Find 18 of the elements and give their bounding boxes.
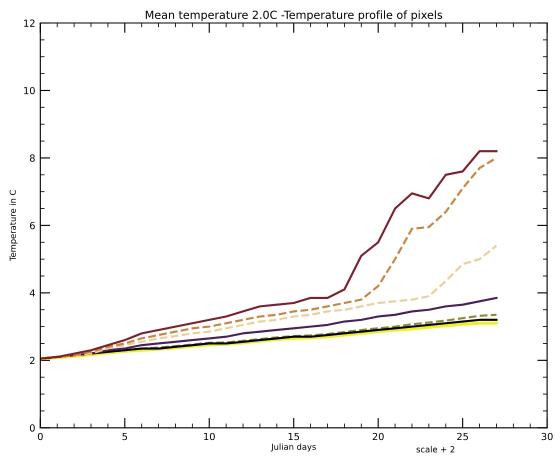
x-tick-label: 15 <box>288 432 300 440</box>
x-tick-label: 20 <box>372 432 384 440</box>
y-tick-label: 4 <box>30 289 35 297</box>
y-tick-label: 2 <box>30 356 34 364</box>
x-axis-title: Julian days <box>270 443 316 452</box>
y-tick-label: 8 <box>30 154 35 162</box>
y-axis-title: Temperature in C <box>9 190 18 262</box>
chart-title: Mean temperature 2.0C -Temperature profile of pixels <box>146 10 442 22</box>
x-tick-label: 5 <box>122 432 128 440</box>
y-tick-label: 12 <box>24 19 34 27</box>
y-tick-label: 6 <box>30 222 35 230</box>
x-tick-label: 30 <box>542 432 553 440</box>
x-tick-label: 25 <box>457 432 468 440</box>
y-tick-label: 0 <box>30 424 35 432</box>
x-tick-label: 10 <box>204 432 215 440</box>
y-tick-label: 10 <box>24 86 35 94</box>
x-tick-label: 0 <box>38 432 43 440</box>
text: scale + 2 <box>416 446 454 452</box>
